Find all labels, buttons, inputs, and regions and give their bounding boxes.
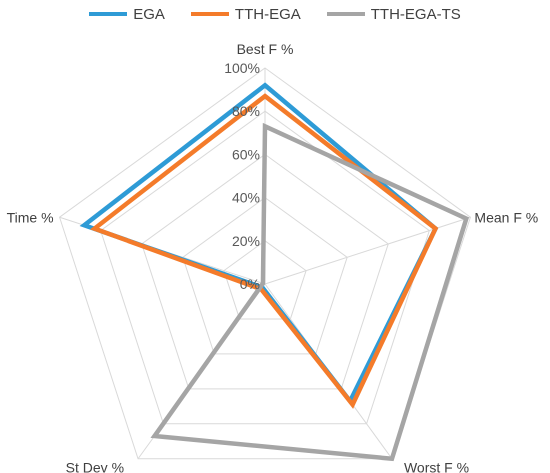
tick-label-60pct: 60% [232,146,260,162]
tick-label-20pct: 20% [232,233,260,249]
grid-ring-5 [58,67,472,460]
grid-ring-2 [182,196,348,355]
axis-label-st-dev: St Dev % [66,460,124,473]
legend-swatch-tth-ega [190,12,229,16]
axis-label-mean-f: Mean F % [474,209,538,225]
legend-item-tth-ega: TTH-EGA [190,5,301,23]
axis-label-best-f: Best F % [237,41,294,57]
tick-label-0pct: 0% [240,276,260,292]
legend-item-tth-ega-ts: TTH-EGA-TS [326,5,461,23]
axis-label-worst-f: Worst F % [404,460,469,473]
chart-legend: EGA TTH-EGA TTH-EGA-TS [0,2,550,26]
radial-tick-labels: 0% 20% 40% 60% 80% 100% [224,60,260,292]
legend-item-ega: EGA [89,6,165,23]
series-line-tth-ega-ts [150,122,470,462]
legend-swatch-ega [89,12,128,16]
tick-label-40pct: 40% [232,190,260,206]
legend-label-tth-ega: TTH-EGA [234,5,301,23]
legend-label-tth-ega-ts: TTH-EGA-TS [370,5,461,23]
series-line-tth-ega [89,93,439,409]
legend-swatch-tth-ega-ts [326,12,365,16]
grid-ring-4 [100,110,430,425]
tick-label-80pct: 80% [232,103,260,119]
tick-label-100pct: 100% [224,60,260,76]
grid-ring-1 [223,240,307,320]
legend-label-ega: EGA [133,5,165,23]
axis-label-time: Time % [7,209,54,225]
grid-spoke-1 [264,216,471,285]
grid-ring-3 [141,153,389,390]
radar-series [79,82,470,462]
axis-labels: Best F % Mean F % Worst F % St Dev % Time % [7,41,539,473]
